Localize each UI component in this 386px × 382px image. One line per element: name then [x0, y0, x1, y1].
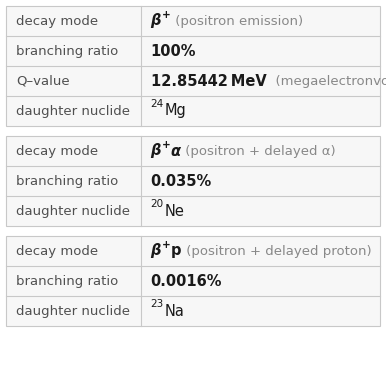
- Text: β: β: [151, 144, 161, 159]
- Text: Na: Na: [164, 304, 184, 319]
- Bar: [6, 236, 380, 326]
- Text: daughter nuclide: daughter nuclide: [16, 204, 130, 217]
- Text: 0.035%: 0.035%: [151, 173, 212, 188]
- Text: (positron emission): (positron emission): [171, 15, 303, 28]
- Text: decay mode: decay mode: [16, 15, 98, 28]
- Text: daughter nuclide: daughter nuclide: [16, 304, 130, 317]
- Text: branching ratio: branching ratio: [16, 175, 118, 188]
- Text: daughter nuclide: daughter nuclide: [16, 105, 130, 118]
- Text: p: p: [171, 243, 181, 259]
- Text: 0.0016%: 0.0016%: [151, 274, 222, 288]
- Bar: [6, 6, 380, 126]
- Text: Q–value: Q–value: [16, 74, 69, 87]
- Text: branching ratio: branching ratio: [16, 275, 118, 288]
- Text: 24: 24: [151, 99, 164, 109]
- Text: +: +: [162, 140, 170, 150]
- Text: decay mode: decay mode: [16, 144, 98, 157]
- Text: +: +: [162, 240, 170, 250]
- Text: α: α: [171, 144, 181, 159]
- Text: (megaelectronvolts): (megaelectronvolts): [267, 74, 386, 87]
- Text: β: β: [151, 13, 161, 29]
- Text: +: +: [162, 10, 170, 20]
- Bar: [6, 136, 380, 226]
- Text: 12.85442 MeV: 12.85442 MeV: [151, 73, 266, 89]
- Bar: [6, 6, 380, 126]
- Text: branching ratio: branching ratio: [16, 44, 118, 58]
- Text: β: β: [151, 243, 161, 259]
- Bar: [6, 136, 380, 226]
- Text: 23: 23: [151, 299, 164, 309]
- Text: 20: 20: [151, 199, 164, 209]
- Bar: [6, 236, 380, 326]
- Text: Mg: Mg: [164, 104, 186, 118]
- Text: 100%: 100%: [151, 44, 196, 58]
- Text: (positron + delayed α): (positron + delayed α): [181, 144, 336, 157]
- Text: decay mode: decay mode: [16, 244, 98, 257]
- Text: (positron + delayed proton): (positron + delayed proton): [182, 244, 371, 257]
- Text: Ne: Ne: [164, 204, 184, 219]
